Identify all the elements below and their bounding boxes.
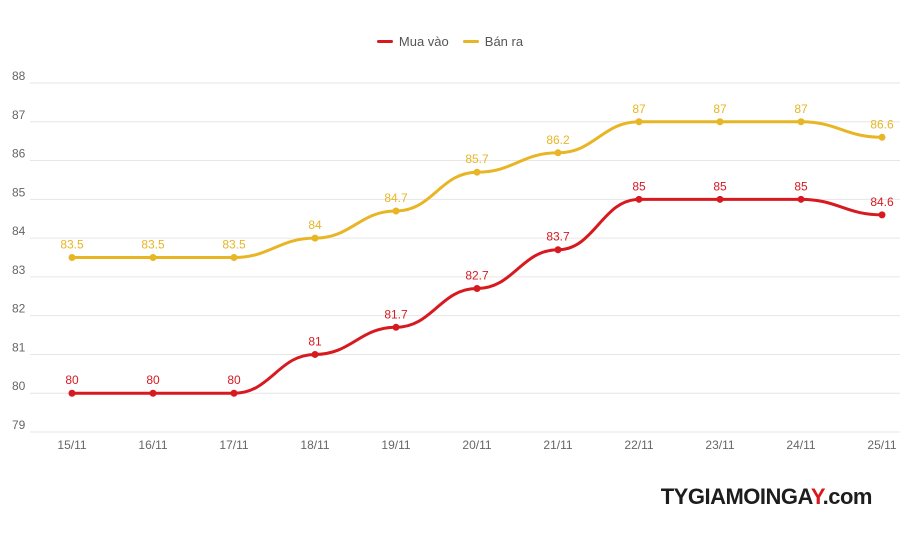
x-tick-label: 21/11 — [543, 438, 572, 452]
data-point-sell — [230, 254, 238, 261]
data-point-sell — [635, 118, 643, 126]
x-tick-label: 24/11 — [786, 438, 815, 452]
x-tick-label: 22/11 — [624, 438, 653, 452]
data-point-buy — [878, 211, 886, 219]
data-label-buy: 85 — [713, 179, 727, 193]
data-point-buy — [635, 195, 643, 203]
legend-item-sell[interactable]: Bán ra — [462, 34, 524, 49]
y-tick-label: 79 — [12, 418, 26, 432]
x-tick-label: 19/11 — [381, 438, 410, 452]
data-label-buy: 83.7 — [546, 230, 570, 244]
data-point-buy — [68, 389, 76, 397]
data-label-sell: 84 — [308, 218, 322, 232]
data-point-sell — [716, 118, 724, 126]
series-line-sell — [70, 120, 884, 259]
data-point-buy — [797, 195, 805, 203]
data-label-buy: 84.6 — [870, 195, 894, 209]
legend-label-buy: Mua vào — [398, 34, 449, 49]
y-tick-label: 85 — [12, 185, 26, 199]
x-tick-label: 20/11 — [462, 438, 491, 452]
data-point-sell — [68, 254, 76, 261]
x-tick-label: 15/11 — [57, 438, 86, 452]
y-tick-label: 81 — [12, 340, 26, 354]
site-watermark-logo: TYGIAMOINGAY.com — [660, 484, 873, 509]
y-tick-label: 80 — [12, 379, 26, 393]
data-point-buy — [311, 350, 319, 358]
data-point-sell — [392, 207, 400, 215]
data-label-sell: 87 — [794, 102, 808, 116]
legend-item-buy[interactable]: Mua vào — [376, 34, 449, 49]
data-point-sell — [797, 118, 805, 126]
data-point-sell — [473, 168, 481, 176]
data-label-sell: 87 — [713, 102, 727, 116]
data-label-sell: 87 — [632, 102, 646, 116]
data-point-buy — [473, 285, 481, 293]
x-tick-label: 16/11 — [138, 438, 167, 452]
data-label-sell: 83.5 — [60, 238, 84, 252]
data-point-buy — [716, 195, 724, 203]
data-point-buy — [230, 389, 238, 397]
data-point-sell — [878, 133, 886, 141]
data-label-sell: 83.5 — [222, 238, 246, 252]
y-tick-label: 82 — [12, 302, 26, 316]
y-tick-label: 88 — [12, 69, 26, 83]
data-label-sell: 83.5 — [141, 238, 165, 252]
data-label-buy: 80 — [227, 373, 241, 387]
y-tick-label: 87 — [12, 108, 26, 122]
data-label-buy: 81 — [308, 334, 322, 348]
x-tick-label: 17/11 — [219, 438, 248, 452]
data-point-buy — [392, 323, 400, 331]
data-point-buy — [554, 246, 562, 254]
data-label-buy: 81.7 — [384, 307, 408, 321]
legend-swatch-buy — [376, 40, 393, 43]
data-label-buy: 80 — [146, 373, 160, 387]
x-tick-label: 23/11 — [705, 438, 734, 452]
data-label-sell: 84.7 — [384, 191, 408, 205]
data-label-buy: 80 — [65, 373, 79, 387]
data-point-sell — [149, 254, 157, 261]
y-tick-label: 84 — [12, 224, 26, 238]
data-label-buy: 85 — [794, 179, 808, 193]
y-tick-label: 86 — [12, 147, 26, 161]
legend-label-sell: Bán ra — [484, 34, 524, 49]
data-point-sell — [554, 149, 562, 157]
legend-swatch-sell — [462, 40, 479, 43]
data-point-sell — [311, 234, 319, 242]
data-label-sell: 86.6 — [870, 117, 894, 131]
data-label-buy: 82.7 — [465, 269, 489, 283]
series-line-buy — [70, 197, 884, 395]
x-tick-label: 25/11 — [867, 438, 896, 452]
data-point-buy — [149, 389, 157, 397]
x-tick-label: 18/11 — [300, 438, 329, 452]
chart-legend: Mua vào Bán ra — [0, 34, 900, 49]
y-tick-label: 83 — [12, 263, 26, 277]
data-label-sell: 85.7 — [465, 152, 489, 166]
data-label-sell: 86.2 — [546, 133, 570, 147]
data-label-buy: 85 — [632, 179, 646, 193]
